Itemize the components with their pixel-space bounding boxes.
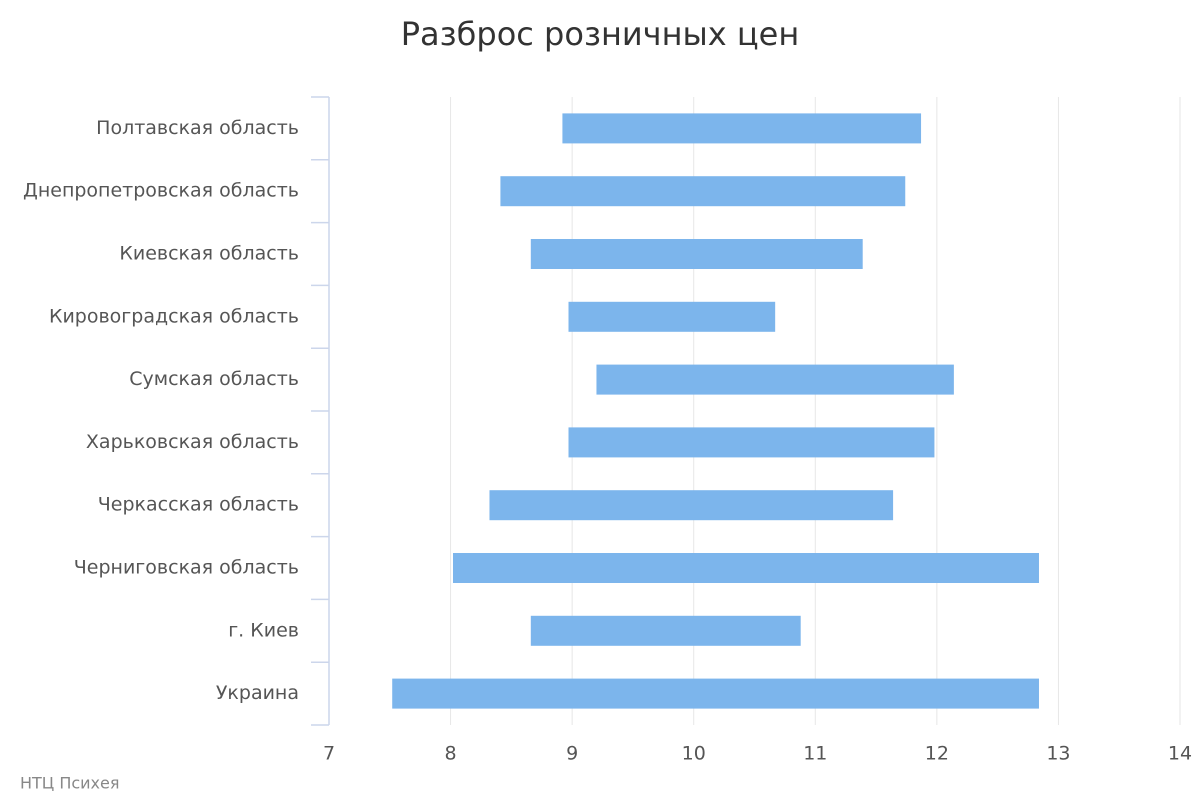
y-tick-label: Киевская область <box>119 243 299 265</box>
x-tick-label: 14 <box>1168 743 1192 765</box>
x-tick-label: 10 <box>682 743 706 765</box>
x-tick-label: 9 <box>566 743 578 765</box>
y-tick-label: Полтавская область <box>96 117 299 139</box>
bar <box>568 427 935 458</box>
bar <box>530 615 801 646</box>
y-tick-label: Харьковская область <box>86 431 299 453</box>
bar <box>500 176 906 207</box>
y-tick-label: Черкасская область <box>98 494 299 516</box>
bar <box>530 239 863 269</box>
x-tick-label: 8 <box>445 743 457 765</box>
bar <box>392 678 1039 709</box>
y-tick-label: Украина <box>216 682 299 704</box>
bar <box>489 490 894 521</box>
bar <box>453 553 1039 583</box>
chart-title: Разброс розничных цен <box>401 15 800 53</box>
bar <box>596 364 954 395</box>
credits: НТЦ Психея <box>20 774 119 793</box>
y-tick-label: г. Киев <box>228 619 299 641</box>
bar <box>568 301 776 332</box>
x-tick-label: 7 <box>323 743 335 765</box>
y-tick-label: Кировоградская область <box>49 305 299 327</box>
y-tick-label: Черниговская область <box>74 557 299 579</box>
y-tick-label: Сумская область <box>129 368 299 390</box>
x-tick-label: 13 <box>1046 743 1070 765</box>
x-tick-label: 12 <box>925 743 949 765</box>
y-tick-label: Днепропетровская область <box>23 180 299 202</box>
x-tick-label: 11 <box>803 743 827 765</box>
bar <box>562 113 922 144</box>
